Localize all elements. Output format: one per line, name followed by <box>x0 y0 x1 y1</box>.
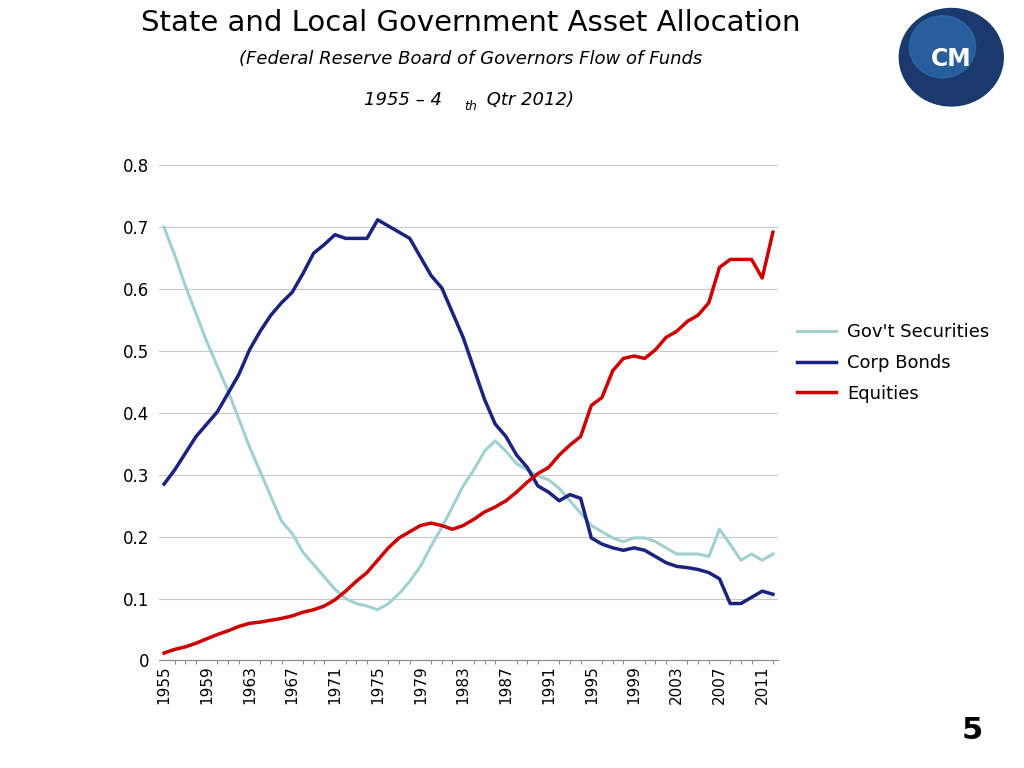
Corp Bonds <box>574 494 587 503</box>
Equities <box>671 326 683 336</box>
Corp Bonds <box>307 249 319 258</box>
Gov't Securities <box>158 223 170 232</box>
Circle shape <box>899 8 1004 106</box>
Corp Bonds <box>681 563 693 572</box>
Gov't Securities <box>307 560 319 569</box>
Equities <box>606 366 618 376</box>
Corp Bonds <box>617 546 630 555</box>
Corp Bonds <box>767 590 779 599</box>
Equities <box>745 255 758 264</box>
Gov't Securities <box>745 549 758 558</box>
Line: Gov't Securities: Gov't Securities <box>164 227 773 610</box>
Gov't Securities <box>574 508 587 518</box>
Legend: Gov't Securities, Corp Bonds, Equities: Gov't Securities, Corp Bonds, Equities <box>790 316 996 410</box>
Gov't Securities <box>767 549 779 558</box>
Text: (Federal Reserve Board of Governors Flow of Funds: (Federal Reserve Board of Governors Flow… <box>240 50 702 68</box>
Text: State and Local Government Asset Allocation: State and Local Government Asset Allocat… <box>141 9 801 37</box>
Gov't Securities <box>617 537 630 546</box>
Corp Bonds <box>297 269 309 278</box>
Gov't Securities <box>297 548 309 557</box>
Equities <box>297 607 309 617</box>
Corp Bonds <box>745 593 758 602</box>
Equities <box>564 441 577 450</box>
Corp Bonds <box>724 599 736 608</box>
Text: 5: 5 <box>962 716 983 745</box>
Gov't Securities <box>372 605 384 614</box>
Equities <box>307 605 319 614</box>
Corp Bonds <box>158 479 170 488</box>
Equities <box>767 227 779 237</box>
Equities <box>158 648 170 657</box>
Line: Corp Bonds: Corp Bonds <box>164 220 773 604</box>
Text: 1955 – 4: 1955 – 4 <box>364 91 441 109</box>
Gov't Securities <box>681 549 693 558</box>
Line: Equities: Equities <box>164 232 773 653</box>
Text: th: th <box>464 101 476 113</box>
Text: CM: CM <box>931 48 972 71</box>
Circle shape <box>909 15 976 78</box>
Text: Qtr 2012): Qtr 2012) <box>481 91 574 109</box>
Corp Bonds <box>372 215 384 224</box>
